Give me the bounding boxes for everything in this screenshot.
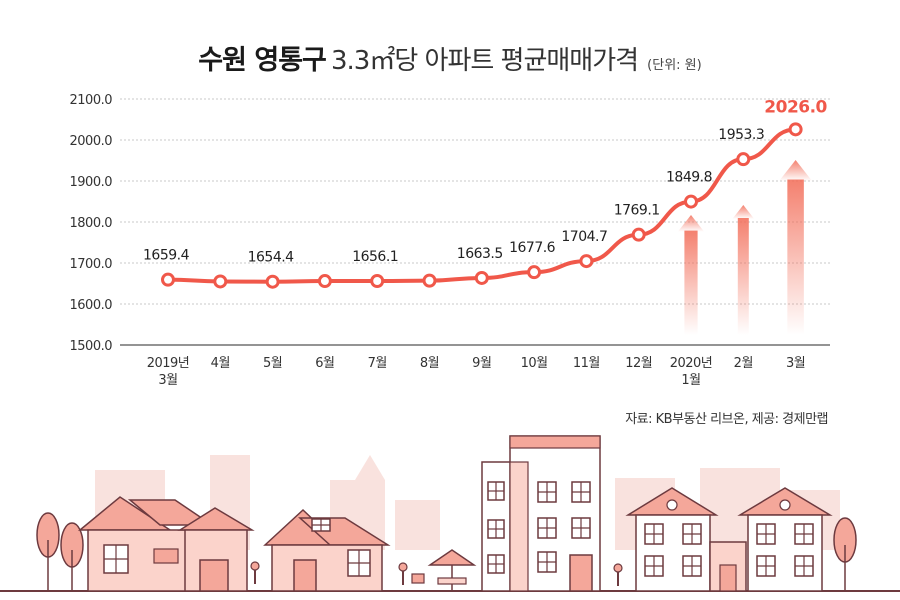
x-tick-labels: 2019년 3월 4월 5월 6월 7월 8월 9월 10월 11월 12월 2020년 1월 2월 3월: [147, 356, 806, 388]
person-head: [250, 561, 260, 571]
door: [199, 559, 229, 592]
y-tick-label: 2000.0: [70, 134, 113, 149]
y-tick-label: 1900.0: [70, 175, 113, 190]
y-tick-label: 1800.0: [70, 216, 113, 231]
x-tick-label: 2020년 1월: [670, 356, 713, 388]
y-tick-label: 2100.0: [70, 93, 113, 108]
arrow-head: [732, 205, 755, 219]
arrow-shaft: [787, 179, 804, 335]
data-point: [736, 152, 751, 167]
x-tick-label: 11월: [573, 356, 600, 371]
data-point: [788, 122, 803, 137]
x-tick-label: 5월: [263, 356, 282, 371]
series-points: [161, 122, 803, 289]
data-point: [265, 274, 280, 289]
round-window: [666, 499, 678, 511]
town-illustration: [0, 435, 900, 592]
door: [569, 554, 593, 592]
stroller: [411, 573, 425, 584]
data-label: 1953.3: [718, 127, 764, 143]
door: [719, 564, 737, 592]
x-tick-label: 9월: [472, 356, 491, 371]
data-point: [474, 270, 489, 285]
arrow-head: [779, 160, 813, 181]
data-label: 1704.7: [561, 229, 607, 245]
rising-arrow: [779, 160, 813, 335]
apartment-pillar: [509, 461, 529, 592]
arrow-shaft: [684, 230, 698, 335]
door: [293, 559, 317, 592]
arrow-head: [677, 215, 705, 232]
title-region: 수원 영통구: [198, 45, 327, 76]
y-tick-labels: 1500.0 1600.0 1700.0 1800.0 1900.0 2000.0 2100…: [70, 93, 113, 354]
x-tick-label: 2월: [734, 356, 753, 371]
data-label: 1677.6: [509, 240, 556, 256]
chart-title: 수원 영통구 3.3㎡당 아파트 평균매매가격 (단위: 원): [0, 38, 900, 77]
x-tick-label: 2019년 3월: [147, 356, 190, 388]
data-label: 1654.4: [248, 250, 295, 266]
x-tick-label: 7월: [368, 356, 387, 371]
person-head: [613, 563, 623, 573]
data-label: 1769.1: [614, 203, 660, 219]
data-point: [579, 254, 594, 269]
title-unit: (단위: 원): [647, 58, 702, 73]
data-point: [422, 273, 437, 288]
data-labels: 1659.4 1654.4 1656.1 1663.5 1677.6 1704.7 1769…: [143, 97, 828, 265]
y-tick-label: 1600.0: [70, 298, 113, 313]
data-label: 1656.1: [352, 249, 398, 265]
data-label: 1659.4: [143, 248, 190, 264]
data-label: 1849.8: [666, 170, 712, 186]
x-tick-label: 6월: [315, 356, 334, 371]
title-metric: 3.3㎡당 아파트 평균매매가격: [330, 46, 639, 76]
x-tick-label: 4월: [211, 356, 230, 371]
data-point: [631, 227, 646, 242]
source-note: 자료: KB부동산 리브온, 제공: 경제만랩: [625, 412, 828, 427]
x-tick-label: 8월: [420, 356, 439, 371]
rising-arrow: [732, 205, 755, 335]
data-point: [684, 194, 698, 209]
x-tick-label: 3월: [786, 356, 805, 371]
arrow-shaft: [737, 218, 749, 335]
data-point: [370, 273, 385, 288]
data-label: 1663.5: [457, 246, 503, 262]
y-tick-label: 1500.0: [70, 339, 113, 354]
data-point: [161, 272, 175, 287]
x-tick-label: 10월: [521, 356, 548, 371]
round-window: [779, 499, 791, 511]
rising-arrow: [677, 215, 705, 335]
data-point: [213, 274, 228, 289]
rising-arrows: [677, 160, 813, 335]
person-head: [398, 562, 408, 572]
x-tick-label: 12월: [625, 356, 652, 371]
sign: [153, 548, 179, 564]
data-point: [317, 274, 332, 289]
y-tick-label: 1700.0: [70, 257, 113, 272]
apartment-roof-band: [509, 435, 601, 449]
table: [437, 577, 467, 585]
data-point: [527, 265, 542, 280]
parasol: [427, 549, 477, 566]
data-label-highlight: 2026.0: [764, 97, 827, 117]
